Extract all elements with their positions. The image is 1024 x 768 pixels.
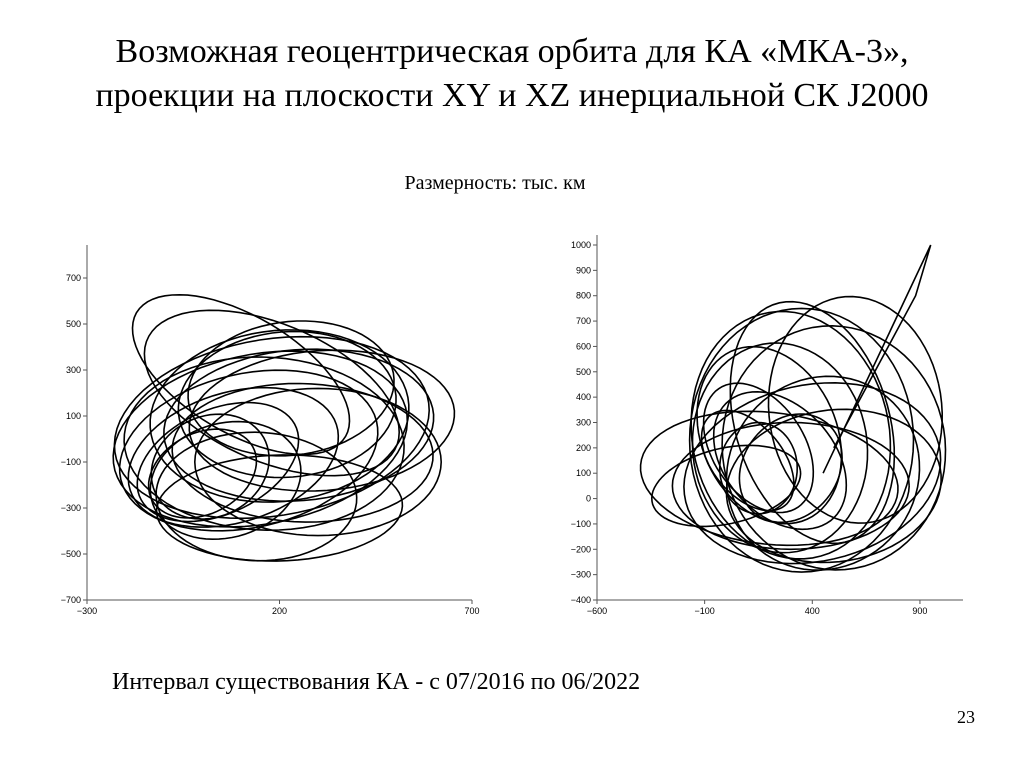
orbit-loop xyxy=(163,348,435,503)
x-tick-label: 900 xyxy=(912,606,927,616)
orbit-loop xyxy=(187,320,395,457)
x-tick-label: −600 xyxy=(587,606,607,616)
y-tick-label: 300 xyxy=(576,418,591,428)
x-tick-label: 200 xyxy=(272,606,287,616)
y-tick-label: 800 xyxy=(576,291,591,301)
x-tick-label: 700 xyxy=(464,606,479,616)
y-tick-label: 700 xyxy=(66,273,81,283)
orbit-loop xyxy=(155,454,404,562)
orbit-loop xyxy=(738,413,843,524)
orbit-loop xyxy=(712,390,848,531)
y-tick-label: 500 xyxy=(576,367,591,377)
y-tick-label: 200 xyxy=(576,443,591,453)
y-tick-label: 600 xyxy=(576,341,591,351)
orbit-loop xyxy=(118,369,379,532)
y-tick-label: 500 xyxy=(66,319,81,329)
y-tick-label: 100 xyxy=(66,411,81,421)
orbit-loop xyxy=(123,356,405,532)
orbit-loop xyxy=(721,324,947,571)
y-tick-label: −700 xyxy=(61,595,81,605)
x-tick-label: 400 xyxy=(805,606,820,616)
orbit-loop xyxy=(639,410,899,547)
orbit-loop xyxy=(725,408,942,564)
units-caption: Размерность: тыс. км xyxy=(404,172,586,194)
orbit-loop xyxy=(725,375,921,571)
orbit-loop xyxy=(127,386,340,528)
y-tick-label: 400 xyxy=(576,392,591,402)
orbit-loop xyxy=(691,342,869,554)
orbit-loop xyxy=(131,293,351,456)
y-tick-label: 1000 xyxy=(571,240,591,250)
orbit-loop xyxy=(690,310,892,560)
orbit-loop xyxy=(767,295,944,524)
orbit-loop xyxy=(112,350,409,528)
orbit-loop xyxy=(718,421,799,515)
x-tick-label: −100 xyxy=(695,606,715,616)
orbit-loop xyxy=(149,420,302,541)
y-tick-label: −300 xyxy=(61,503,81,513)
title-line-2: проекции на плоскости XY и XZ инерциальн… xyxy=(95,77,929,114)
y-tick-label: 100 xyxy=(576,468,591,478)
orbit-loop xyxy=(650,444,802,528)
y-tick-label: −300 xyxy=(571,570,591,580)
xz-projection-chart: 10009008007006005004003002001000−100−200… xyxy=(571,235,963,616)
y-tick-label: −100 xyxy=(571,519,591,529)
y-tick-label: −500 xyxy=(61,549,81,559)
orbit-loop xyxy=(149,329,410,503)
y-tick-label: −400 xyxy=(571,595,591,605)
y-tick-label: 0 xyxy=(586,494,591,504)
y-tick-label: 300 xyxy=(66,365,81,375)
y-tick-label: −100 xyxy=(61,457,81,467)
slide-title: Возможная геоцентрическая орбита для КА … xyxy=(0,30,1024,118)
x-tick-label: −300 xyxy=(77,606,97,616)
orbit-trace xyxy=(639,244,947,573)
y-tick-label: −200 xyxy=(571,544,591,554)
orbit-loop xyxy=(136,401,300,523)
orbit-trace xyxy=(112,293,456,562)
orbit-excursion xyxy=(822,244,932,474)
orbit-loop xyxy=(188,349,456,492)
y-tick-label: 900 xyxy=(576,265,591,275)
title-line-1: Возможная геоцентрическая орбита для КА … xyxy=(115,33,909,70)
page-number: 23 xyxy=(957,707,975,727)
y-tick-label: 700 xyxy=(576,316,591,326)
orbit-loop xyxy=(729,300,896,545)
lifetime-interval: Интервал существования КА - с 07/2016 по… xyxy=(112,669,641,695)
